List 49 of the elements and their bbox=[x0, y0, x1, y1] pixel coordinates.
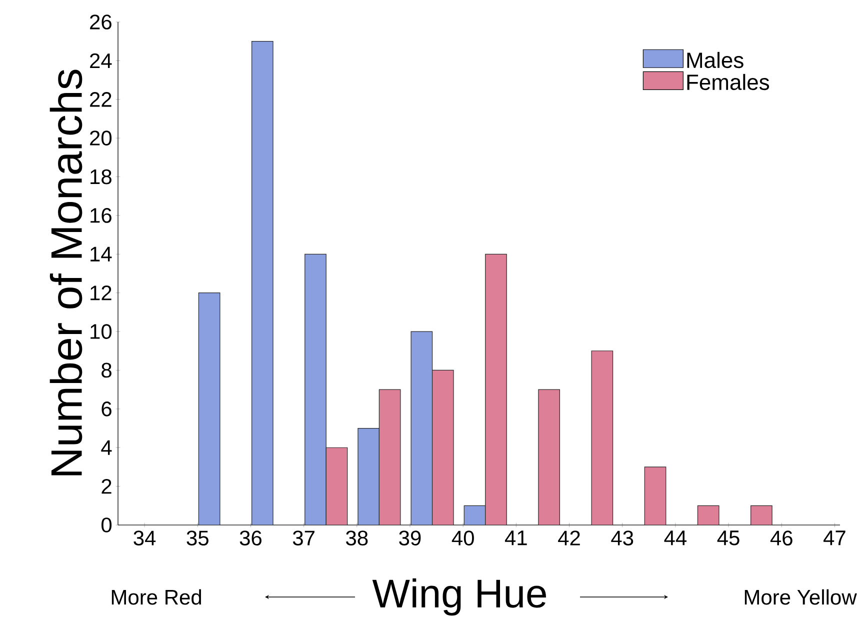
y-tick-label: 12 bbox=[90, 286, 112, 300]
y-tick-label: 26 bbox=[90, 14, 112, 30]
y-tick-label: 16 bbox=[90, 208, 112, 223]
bar bbox=[464, 505, 486, 525]
y-tick-label: 14 bbox=[90, 246, 112, 262]
bar bbox=[358, 428, 380, 525]
bar bbox=[591, 350, 614, 525]
x-tick-label: 34 bbox=[134, 530, 156, 546]
x-tick-label: 45 bbox=[717, 530, 740, 546]
y-tick-label: 18 bbox=[90, 169, 112, 184]
x-tick-label: 37 bbox=[292, 530, 314, 546]
y-tick-label: 22 bbox=[90, 92, 112, 107]
x-tick-label: 38 bbox=[346, 530, 368, 546]
y-tick-label: 24 bbox=[90, 53, 112, 68]
y-tick-label: 8 bbox=[102, 362, 112, 378]
text: More Red bbox=[112, 589, 202, 605]
bar bbox=[485, 254, 507, 525]
y-tick-label: 0 bbox=[102, 518, 112, 532]
bar bbox=[198, 292, 220, 525]
x-axis-title: Wing Hue bbox=[372, 578, 546, 616]
x-tick-label: 35 bbox=[186, 530, 208, 546]
y-axis-title: Number of Monarchs bbox=[50, 70, 82, 476]
y-tick-label: 4 bbox=[101, 440, 112, 455]
x-tick-label: 44 bbox=[664, 530, 686, 546]
legend-label: Females bbox=[687, 74, 770, 90]
x-tick-label: 39 bbox=[399, 530, 421, 546]
x-tick-label: 36 bbox=[240, 530, 262, 546]
text: More Yellow bbox=[744, 589, 857, 605]
bar bbox=[644, 466, 666, 525]
y-tick-label: 20 bbox=[90, 130, 112, 146]
bar bbox=[538, 389, 560, 525]
y-tick-label: 6 bbox=[102, 401, 112, 416]
bar bbox=[750, 505, 772, 525]
x-tick-label: 47 bbox=[824, 530, 846, 546]
y-tick-label: 2 bbox=[102, 478, 112, 494]
legend-label: Males bbox=[687, 52, 744, 68]
bar bbox=[304, 254, 326, 525]
bar bbox=[410, 331, 433, 525]
y-tick-label: 10 bbox=[90, 324, 112, 339]
bar bbox=[326, 447, 348, 525]
bar bbox=[251, 41, 274, 525]
bar bbox=[697, 505, 720, 525]
bar bbox=[378, 389, 401, 525]
x-tick-label: 46 bbox=[770, 530, 792, 546]
x-tick-label: 40 bbox=[452, 530, 474, 546]
bar bbox=[432, 370, 454, 525]
x-tick-label: 41 bbox=[504, 530, 527, 546]
x-tick-label: 42 bbox=[558, 530, 580, 546]
x-tick-label: 43 bbox=[611, 530, 634, 546]
